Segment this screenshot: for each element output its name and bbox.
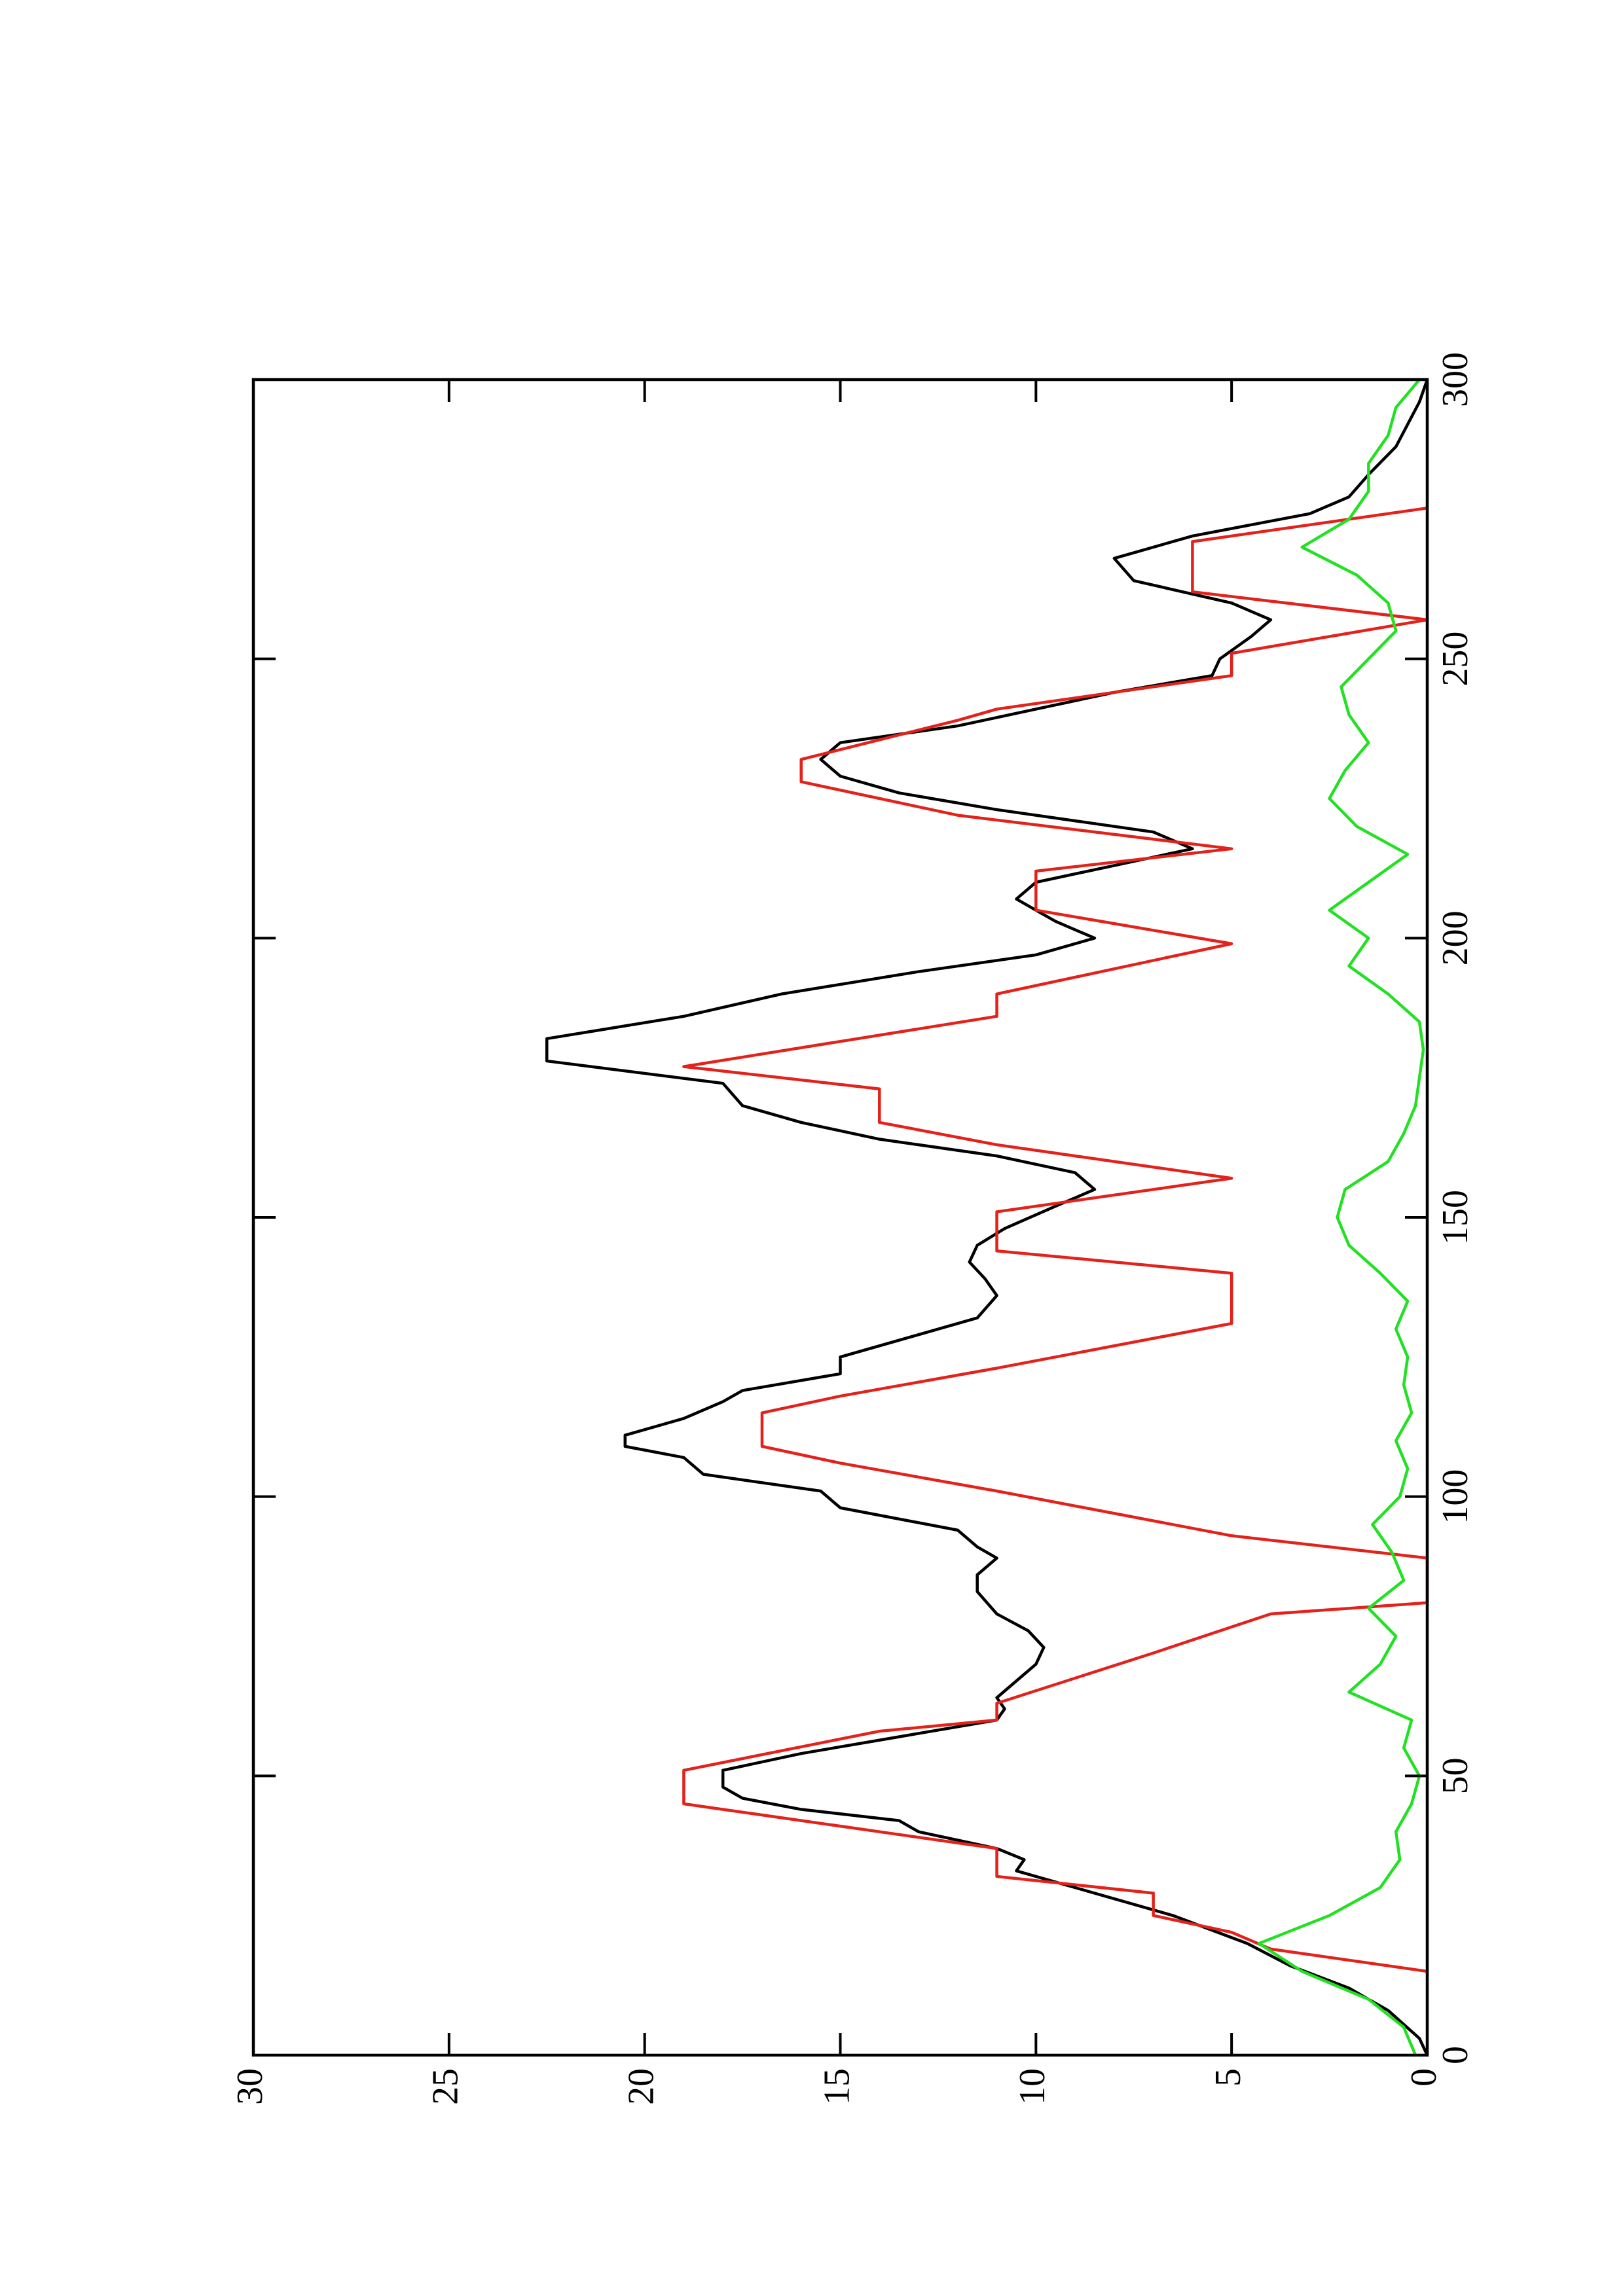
y-tick-label: 30	[230, 2068, 270, 2105]
x-tick-label: 300	[1435, 352, 1476, 407]
y-tick-label: 25	[426, 2068, 466, 2105]
x-tick-label: 250	[1435, 632, 1476, 687]
y-tick-label: 10	[1012, 2068, 1053, 2105]
x-tick-label: 0	[1435, 2046, 1476, 2064]
plot-frame	[251, 378, 1429, 2057]
y-tick-label: 20	[621, 2068, 662, 2105]
x-tick-label: 50	[1435, 1757, 1476, 1794]
data-line	[545, 379, 1429, 2056]
data-line	[682, 507, 1429, 1973]
y-tick-label: 5	[1208, 2068, 1249, 2087]
y-tick-label: 0	[1404, 2068, 1444, 2087]
x-tick-label: 100	[1435, 1469, 1476, 1524]
plot-area: 0 50 100 150 200 250 300 0 5 10 15 20 25 30	[230, 352, 1476, 2105]
x-tick-label: 150	[1435, 1190, 1476, 1245]
y-tick-label: 15	[816, 2068, 857, 2105]
x-tick-label: 200	[1435, 910, 1476, 965]
